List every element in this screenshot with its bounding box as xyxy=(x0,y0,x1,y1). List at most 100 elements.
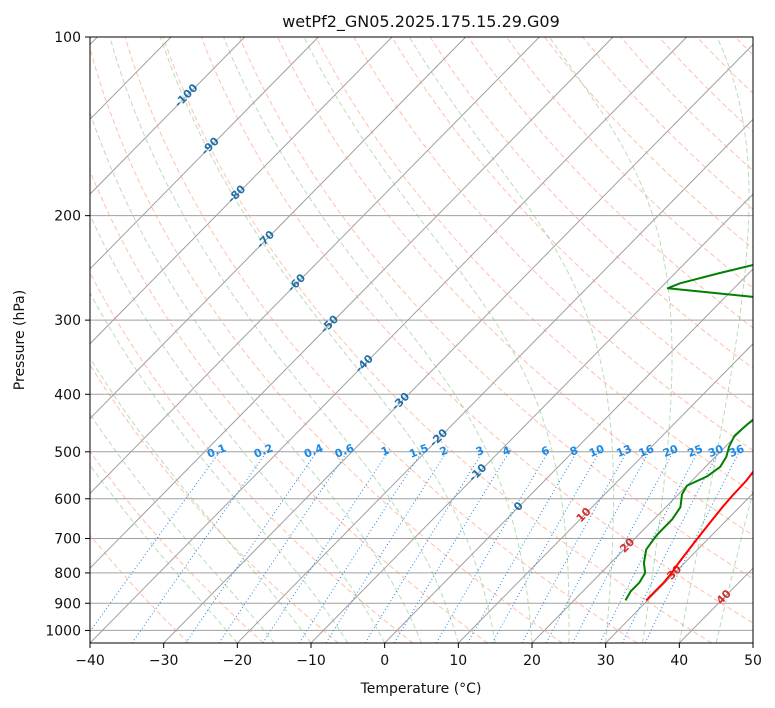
x-tick-label: 20 xyxy=(523,653,541,669)
moist-adiabat-line xyxy=(109,37,459,643)
plot-area: 0.1 0.2 0.4 0.6 1 1.5 2 3 4 6 8 10 13 16 20 25 30 36-100-… xyxy=(90,37,753,643)
moist-adiabat-line xyxy=(90,413,275,643)
moist-adiabat-line xyxy=(90,291,349,643)
isotherm-line xyxy=(90,37,540,495)
mixing-ratio-line xyxy=(131,448,269,643)
isotherm-line xyxy=(90,37,393,345)
isotherm-line xyxy=(605,492,753,643)
mixing-ratio-line xyxy=(435,448,551,643)
mixing-ratio-label: 30 xyxy=(706,442,725,460)
mixing-ratio-line xyxy=(262,448,391,643)
temperature-profile-line xyxy=(645,470,753,602)
isotherm-line xyxy=(90,37,688,643)
moist-adiabat-line xyxy=(90,356,312,643)
mixing-ratio-label: 8 xyxy=(568,444,580,459)
isotherm-line xyxy=(310,193,753,643)
x-tick-label: −40 xyxy=(75,653,105,669)
moist-adiabat-line xyxy=(90,464,238,643)
mixing-ratio-line xyxy=(644,448,741,643)
pressure-gridlines xyxy=(90,37,753,631)
isotherm-lines xyxy=(90,37,753,643)
x-axis-label: Temperature (°C) xyxy=(360,681,482,697)
mixing-ratio-line xyxy=(572,448,676,643)
x-tick-label: −10 xyxy=(296,653,326,669)
mixing-ratio-label: 10 xyxy=(587,442,606,460)
dry-adiabat-line xyxy=(124,37,638,643)
x-tick-label: 40 xyxy=(670,653,688,669)
x-tick-label: 0 xyxy=(380,653,389,669)
isotherm-line xyxy=(457,343,753,643)
mixing-ratio-label: 13 xyxy=(615,442,634,460)
y-axis-label: Pressure (hPa) xyxy=(12,290,28,390)
dewpoint-profile-line xyxy=(624,263,753,601)
y-tick-label: 600 xyxy=(54,492,81,508)
dry-adiabat-line xyxy=(505,37,753,289)
dry-adiabat-line xyxy=(391,37,753,410)
isotherm-line xyxy=(236,118,753,643)
y-tick-label: 1000 xyxy=(45,623,81,639)
mixing-ratio-label: 1 xyxy=(379,444,391,459)
mixing-ratio-label: 16 xyxy=(637,442,656,460)
moist-adiabat-line xyxy=(159,37,496,643)
x-tick-label: −20 xyxy=(223,653,253,669)
mixing-ratio-line xyxy=(467,448,579,643)
dry-adiabat-line xyxy=(90,271,414,643)
mixing-ratio-label: 25 xyxy=(686,442,705,460)
moist-adiabat-line xyxy=(223,37,533,643)
y-tick-label: 800 xyxy=(54,566,81,582)
x-tick-label: 10 xyxy=(449,653,467,669)
y-axis-ticks: 100 200 300 400 500 600 700 800 900 1000 xyxy=(45,30,90,639)
dry-adiabat-line xyxy=(90,363,339,643)
moist-adiabat-line xyxy=(408,37,615,643)
mixing-ratio-line xyxy=(298,448,424,643)
dry-adiabat-line xyxy=(200,37,753,624)
mixing-ratio-line xyxy=(393,448,512,643)
isotherm-line xyxy=(90,37,467,420)
mixing-ratio-lines xyxy=(90,448,741,643)
mixing-ratio-line xyxy=(218,448,350,643)
dry-adiabat-line xyxy=(239,37,753,580)
dry-adiabat-line xyxy=(90,46,563,643)
dry-adiabat-line xyxy=(315,37,753,494)
dry-adiabat-line xyxy=(277,37,753,536)
isotherm-line xyxy=(163,43,753,643)
x-tick-label: 30 xyxy=(597,653,615,669)
y-tick-label: 500 xyxy=(54,445,81,461)
mixing-ratio-line xyxy=(599,448,700,643)
isotherm-line xyxy=(90,37,614,569)
dry-adiabat-line xyxy=(90,534,190,643)
moist-adiabat-line xyxy=(678,37,750,643)
isotherm-line xyxy=(531,417,753,643)
moist-adiabat-line xyxy=(90,213,386,643)
isotherm-line xyxy=(90,37,246,195)
isotherm-line xyxy=(90,37,319,270)
chart-title: wetPf2_GN05.2025.175.15.29.G09 xyxy=(282,12,560,32)
dry-adiabat-line xyxy=(353,37,753,452)
y-tick-label: 700 xyxy=(54,532,81,548)
mixing-ratio-line xyxy=(621,448,721,643)
dry-adiabat-lines xyxy=(90,37,753,643)
mixing-ratio-label: 36 xyxy=(727,442,746,460)
moist-adiabat-line xyxy=(548,37,673,643)
sounding-series xyxy=(624,263,753,602)
isotherm-line xyxy=(384,268,753,643)
y-tick-label: 100 xyxy=(54,30,81,46)
y-tick-label: 400 xyxy=(54,387,81,403)
x-tick-label: 50 xyxy=(744,653,762,669)
mixing-ratio-line xyxy=(364,448,485,643)
mixing-ratio-label: 20 xyxy=(661,442,680,460)
moist-adiabat-line xyxy=(303,37,570,643)
x-tick-label: −30 xyxy=(149,653,179,669)
y-tick-label: 900 xyxy=(54,596,81,612)
moist-adiabat-line xyxy=(90,111,422,643)
plot-frame xyxy=(89,36,754,644)
y-tick-label: 300 xyxy=(54,313,81,329)
y-tick-label: 200 xyxy=(54,209,81,225)
mixing-ratio-label: 3 xyxy=(474,444,486,459)
dry-adiabat-line xyxy=(162,37,712,643)
moist-adiabat-line xyxy=(715,489,753,643)
moist-adiabat-lines xyxy=(90,37,753,643)
mixing-ratio-label: 2 xyxy=(438,444,450,459)
